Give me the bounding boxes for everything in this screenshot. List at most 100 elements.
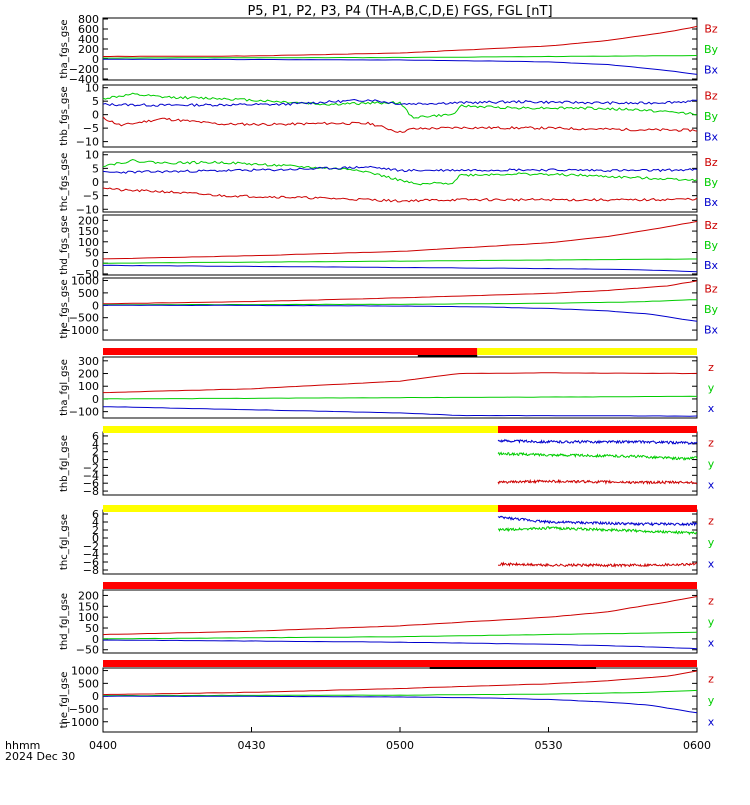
y-tick-label: 200: [78, 368, 99, 381]
y-tick-label: −500: [69, 703, 99, 716]
legend-entry: z: [708, 595, 714, 608]
y-tick-label: 6: [92, 508, 99, 521]
legend-entry: Bx: [704, 259, 719, 272]
y-tick-label: −10: [76, 136, 99, 149]
legend-entry: y: [708, 382, 715, 395]
y-tick-label: 150: [78, 225, 99, 238]
y-tick-label: 1000: [71, 665, 99, 678]
y-axis-label: tha_fgs_gse: [59, 19, 70, 78]
series-line-x: [102, 639, 698, 650]
y-tick-label: 0: [92, 257, 99, 270]
x-tick-label: 0500: [386, 739, 414, 752]
series-line-y: [497, 526, 698, 536]
series-line-Bz: [102, 280, 698, 305]
series-line-Bz: [102, 220, 698, 260]
series-line-By: [102, 55, 698, 59]
panel-frame: [102, 84, 698, 148]
series-line-Bx: [102, 264, 698, 273]
series-line-x: [497, 438, 698, 445]
series-line-Bz: [103, 25, 698, 58]
legend-entry: x: [708, 715, 715, 728]
y-axis-label: the_fgl_gse: [59, 672, 70, 729]
series-line-By: [102, 92, 698, 119]
series-line-Bx: [102, 165, 698, 174]
legend-entry: By: [704, 110, 719, 123]
legend-entry: Bx: [704, 131, 719, 144]
x-tick-label: 0600: [683, 739, 711, 752]
mode-bar-3: [103, 505, 697, 512]
y-tick-label: 400: [78, 33, 99, 46]
series-line-z: [497, 478, 698, 485]
y-tick-label: 0: [92, 53, 99, 66]
legend-entry: z: [708, 673, 714, 686]
panel-frame: [102, 589, 698, 654]
y-tick-label: −5: [83, 122, 99, 135]
legend-entry: x: [708, 402, 715, 415]
y-tick-label: 150: [78, 600, 99, 613]
mode-bar-segment: [477, 348, 697, 355]
y-tick-label: 200: [78, 214, 99, 227]
panel-frame: [102, 151, 698, 213]
mode-bar-5: [103, 660, 697, 669]
legend-entry: Bz: [704, 219, 718, 232]
y-tick-label: 5: [92, 162, 99, 175]
y-tick-label: 2: [92, 524, 99, 537]
y-tick-label: 100: [78, 611, 99, 624]
legend-entry: z: [708, 361, 714, 374]
y-axis-label: the_fgs_gse: [59, 279, 70, 338]
y-tick-label: −5: [83, 190, 99, 203]
y-tick-label: −200: [69, 63, 99, 76]
series-line-By: [103, 299, 698, 306]
time-format-label: hhmm: [5, 739, 40, 752]
series-line-z: [102, 596, 698, 636]
mode-bar-segment: [103, 505, 499, 512]
y-tick-label: 0: [92, 532, 99, 545]
y-tick-label: 600: [78, 23, 99, 36]
series-line-z: [102, 372, 698, 394]
legend-entry: x: [708, 637, 715, 650]
y-tick-label: 500: [78, 677, 99, 690]
y-tick-label: 6: [92, 430, 99, 443]
y-tick-label: 50: [85, 247, 99, 260]
legend-entry: Bx: [704, 324, 719, 337]
y-tick-label: −10: [76, 203, 99, 216]
mode-bar-mark: [429, 667, 597, 669]
panel-frame: [102, 214, 698, 276]
y-axis-label: thc_fgs_gse: [59, 153, 70, 212]
legend-entry: z: [708, 515, 714, 528]
legend-entry: Bz: [704, 156, 718, 169]
y-tick-label: −50: [76, 644, 99, 657]
mode-bar-segment: [103, 426, 499, 433]
y-tick-label: −4: [83, 548, 99, 561]
legend-entry: y: [708, 536, 715, 549]
y-tick-label: −1000: [62, 716, 99, 729]
series-line-x: [103, 695, 698, 714]
y-tick-label: 500: [78, 287, 99, 300]
chart-title: P5, P1, P2, P3, P4 (TH-A,B,C,D,E) FGS, F…: [247, 4, 552, 19]
mode-bar-mark: [417, 355, 478, 357]
y-tick-label: 0: [92, 633, 99, 646]
panel-frame: [102, 17, 698, 81]
x-tick-label: 0430: [238, 739, 266, 752]
mode-bar-2: [103, 426, 697, 433]
y-axis-label: thb_fgl_gse: [59, 435, 70, 492]
legend-entry: Bx: [704, 64, 719, 77]
legend-entry: Bz: [704, 22, 718, 35]
y-tick-label: −6: [83, 556, 99, 569]
y-axis-label: thd_fgs_gse: [59, 215, 70, 274]
y-tick-label: 4: [92, 438, 99, 451]
panel-frame: [102, 277, 698, 341]
series-line-y: [103, 689, 698, 697]
y-tick-label: −500: [69, 312, 99, 325]
legend-entry: Bz: [704, 89, 718, 102]
y-tick-label: 5: [92, 95, 99, 108]
legend-entry: Bz: [704, 282, 718, 295]
series-line-x: [497, 515, 698, 527]
y-tick-label: 4: [92, 516, 99, 529]
legend-entry: By: [704, 43, 719, 56]
x-tick-label: 0400: [89, 739, 117, 752]
